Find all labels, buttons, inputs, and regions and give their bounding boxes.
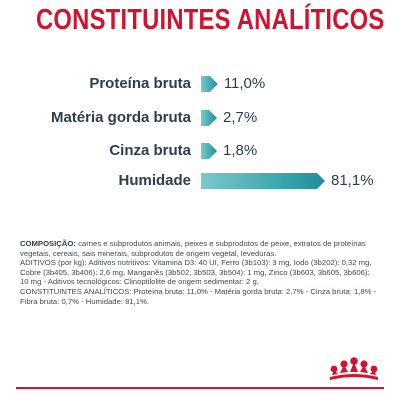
analytical-text: CONSTITUINTES ANALÍTICOS: Proteína bruta… (20, 286, 377, 306)
chart-bar (201, 143, 217, 159)
chart-value-label: 1,8% (223, 142, 258, 159)
chart-row: Cinza bruta 1,8% (0, 140, 400, 162)
chart-value-label: 11,0% (223, 75, 266, 92)
chart-category-label: Humidade (118, 172, 191, 189)
composition-paragraph: COMPOSIÇÃO: carnes e subprodutos animais… (20, 239, 380, 258)
chart-category-label: Cinza bruta (109, 142, 191, 159)
chart-bar (201, 76, 218, 92)
chart-value-label: 2,7% (223, 109, 258, 126)
composition-text: carnes e subprodutos animais, peixes e s… (20, 239, 366, 258)
chart-bar (201, 173, 325, 189)
chart-row: Proteína bruta 11,0% (0, 73, 400, 95)
chart-bar (201, 110, 217, 126)
composition-heading: COMPOSIÇÃO: (20, 239, 76, 248)
royal-canin-crown-icon (330, 357, 378, 380)
additives-text: ADITIVOS (por kg): Aditivos nutritivos: … (20, 258, 372, 287)
composition-block: COMPOSIÇÃO: carnes e subprodutos animais… (20, 239, 380, 306)
chart-row: Humidade 81,1% (0, 170, 400, 192)
chart-category-label: Matéria gorda bruta (50, 109, 191, 126)
chart-value-label: 81,1% (331, 172, 374, 189)
chart-category-label: Proteína bruta (89, 75, 191, 92)
bottom-divider (16, 387, 384, 389)
chart-row: Matéria gorda bruta 2,7% (0, 107, 400, 129)
page-title: CONSTITUINTES ANALÍTICOS (36, 4, 385, 36)
